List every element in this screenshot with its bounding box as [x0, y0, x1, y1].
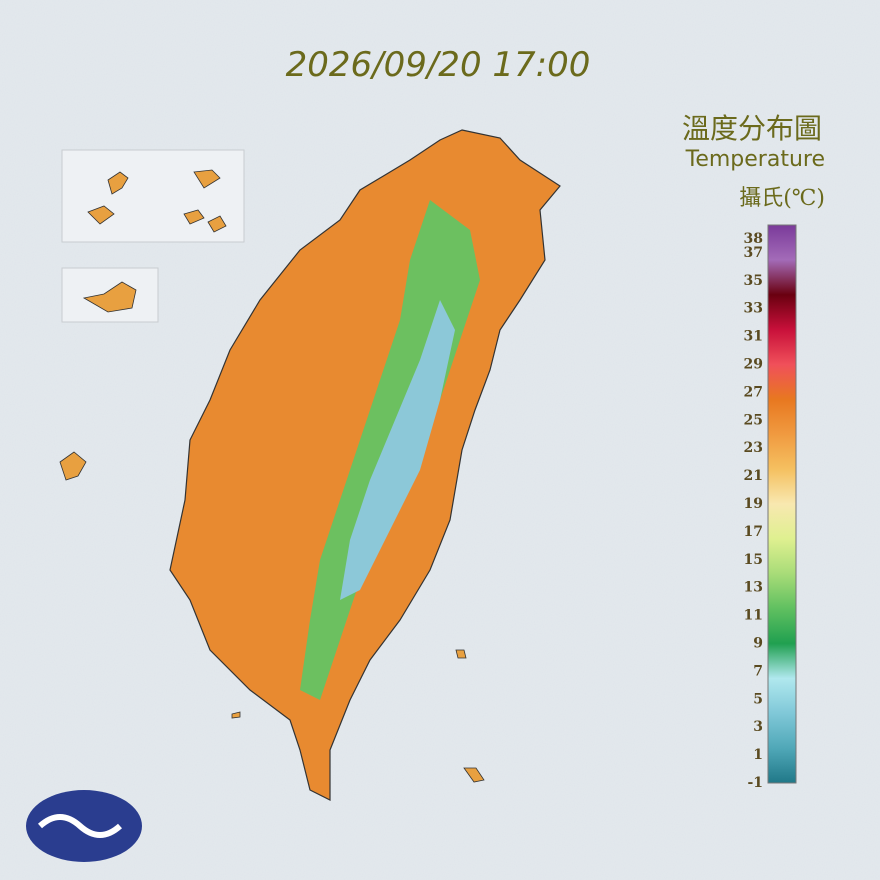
legend-label: 33: [744, 301, 763, 317]
legend-label: 9: [753, 636, 763, 652]
unit: 攝氏(℃): [739, 186, 825, 211]
legend-label: 38: [744, 231, 763, 247]
legend-label: 23: [744, 440, 763, 456]
legend-label: 21: [744, 468, 763, 484]
legend-label: 19: [744, 496, 763, 512]
legend-label: 7: [753, 663, 763, 679]
legend-label: 15: [744, 552, 763, 568]
legend-label: 1: [753, 747, 763, 763]
timestamp: 2026/09/20 17:00: [286, 45, 591, 85]
legend-label: 13: [744, 580, 763, 596]
legend-label: 29: [744, 357, 763, 373]
legend-label: 17: [744, 524, 763, 540]
legend-label: 3: [753, 719, 763, 735]
legend-label: -1: [747, 775, 763, 791]
logo-swirl: [37, 814, 123, 838]
legend-label: 11: [744, 608, 763, 624]
high-peaks: [340, 300, 455, 600]
subtitle: Temperature: [685, 147, 825, 172]
legend-label: 37: [744, 245, 763, 261]
legend-label: 5: [753, 691, 763, 707]
title: 溫度分布圖: [682, 112, 822, 145]
color-scale: [767, 224, 797, 784]
legend-label: 35: [744, 273, 763, 289]
islands: [59, 169, 485, 783]
legend-label: 25: [744, 412, 763, 428]
legend-label: 31: [744, 329, 763, 345]
legend-label: 27: [744, 384, 763, 400]
